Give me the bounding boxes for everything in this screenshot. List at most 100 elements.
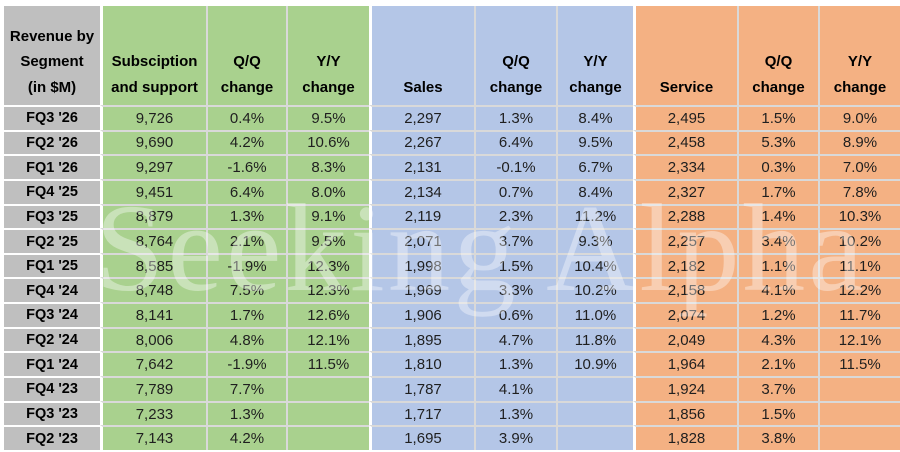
data-cell: 2,327: [633, 178, 737, 204]
row-label: FQ1 '26: [4, 154, 100, 179]
data-cell: 7.7%: [206, 376, 286, 401]
data-cell: 8.4%: [556, 105, 633, 130]
data-cell: 0.3%: [737, 154, 818, 179]
data-cell: 7,233: [100, 400, 206, 426]
data-cell: 2.3%: [474, 203, 556, 229]
column-header: Y/Y change: [286, 6, 369, 105]
column-header: Q/Q change: [206, 6, 286, 105]
row-label: FQ3 '23: [4, 400, 100, 426]
data-cell: 9,726: [100, 105, 206, 130]
data-cell: 9.5%: [286, 105, 369, 130]
data-cell: 9,297: [100, 154, 206, 179]
data-cell: 8,141: [100, 302, 206, 327]
data-cell: [818, 400, 900, 426]
data-cell: 1.7%: [206, 302, 286, 327]
data-cell: 5.3%: [737, 129, 818, 155]
data-cell: 2,119: [369, 203, 474, 229]
data-cell: 2,074: [633, 302, 737, 327]
data-cell: 12.6%: [286, 302, 369, 327]
data-cell: 10.6%: [286, 129, 369, 155]
data-cell: 1.5%: [474, 252, 556, 278]
data-cell: 12.3%: [286, 252, 369, 278]
data-cell: 9,451: [100, 178, 206, 204]
data-cell: 9.5%: [556, 129, 633, 155]
data-cell: 1.5%: [737, 400, 818, 426]
data-cell: 1.4%: [737, 203, 818, 229]
data-cell: 8,585: [100, 252, 206, 278]
row-label: FQ2 '23: [4, 425, 100, 450]
data-cell: 4.1%: [737, 277, 818, 303]
data-cell: 2,049: [633, 326, 737, 352]
column-header: Q/Q change: [474, 6, 556, 105]
data-cell: 2,288: [633, 203, 737, 229]
data-cell: [818, 425, 900, 450]
data-cell: 2,267: [369, 129, 474, 155]
data-cell: 1,787: [369, 376, 474, 401]
data-cell: 8,748: [100, 277, 206, 303]
data-cell: 10.9%: [556, 351, 633, 377]
data-cell: 4.2%: [206, 129, 286, 155]
segment-table: Revenue by Segment (in $M) Subsciption an…: [4, 6, 900, 450]
data-cell: 1,856: [633, 400, 737, 426]
data-cell: 3.7%: [474, 228, 556, 253]
data-cell: 10.3%: [818, 203, 900, 229]
data-cell: 11.1%: [818, 252, 900, 278]
data-cell: 7.5%: [206, 277, 286, 303]
row-label: FQ1 '25: [4, 252, 100, 278]
data-cell: 1.1%: [737, 252, 818, 278]
data-cell: 4.1%: [474, 376, 556, 401]
data-cell: 8,879: [100, 203, 206, 229]
data-cell: 12.1%: [286, 326, 369, 352]
data-cell: 1,810: [369, 351, 474, 377]
data-cell: 11.7%: [818, 302, 900, 327]
data-cell: 8.3%: [286, 154, 369, 179]
row-label: FQ3 '25: [4, 203, 100, 229]
data-cell: 2,131: [369, 154, 474, 179]
column-header: Q/Q change: [737, 6, 818, 105]
data-cell: 3.8%: [737, 425, 818, 450]
data-cell: 2.1%: [206, 228, 286, 253]
data-cell: 6.7%: [556, 154, 633, 179]
data-cell: 11.8%: [556, 326, 633, 352]
data-cell: 7.0%: [818, 154, 900, 179]
data-cell: 4.8%: [206, 326, 286, 352]
data-cell: 1,906: [369, 302, 474, 327]
data-cell: 1.3%: [474, 400, 556, 426]
data-cell: 12.1%: [818, 326, 900, 352]
data-cell: 1,695: [369, 425, 474, 450]
data-cell: 7,789: [100, 376, 206, 401]
data-cell: 9.1%: [286, 203, 369, 229]
data-cell: 2,182: [633, 252, 737, 278]
data-cell: [556, 400, 633, 426]
data-cell: 0.4%: [206, 105, 286, 130]
data-cell: 2,257: [633, 228, 737, 253]
data-cell: 2,297: [369, 105, 474, 130]
data-cell: 3.9%: [474, 425, 556, 450]
data-cell: 11.0%: [556, 302, 633, 327]
data-cell: 7.8%: [818, 178, 900, 204]
data-cell: 4.7%: [474, 326, 556, 352]
data-cell: 1.3%: [206, 203, 286, 229]
data-cell: 8.0%: [286, 178, 369, 204]
data-cell: 1,998: [369, 252, 474, 278]
data-cell: 9,690: [100, 129, 206, 155]
data-cell: 1,924: [633, 376, 737, 401]
row-label: FQ4 '23: [4, 376, 100, 401]
corner-header: Revenue by Segment (in $M): [4, 6, 100, 105]
data-cell: 1,964: [633, 351, 737, 377]
data-cell: 12.2%: [818, 277, 900, 303]
data-cell: 0.7%: [474, 178, 556, 204]
data-cell: [818, 376, 900, 401]
data-cell: 0.6%: [474, 302, 556, 327]
data-cell: 1,828: [633, 425, 737, 450]
data-cell: 8.4%: [556, 178, 633, 204]
data-cell: 7,143: [100, 425, 206, 450]
data-cell: 1,969: [369, 277, 474, 303]
data-cell: 1,895: [369, 326, 474, 352]
row-label: FQ2 '26: [4, 129, 100, 155]
data-cell: 11.5%: [818, 351, 900, 377]
data-cell: 9.0%: [818, 105, 900, 130]
data-cell: 10.4%: [556, 252, 633, 278]
row-label: FQ4 '24: [4, 277, 100, 303]
data-cell: 7,642: [100, 351, 206, 377]
